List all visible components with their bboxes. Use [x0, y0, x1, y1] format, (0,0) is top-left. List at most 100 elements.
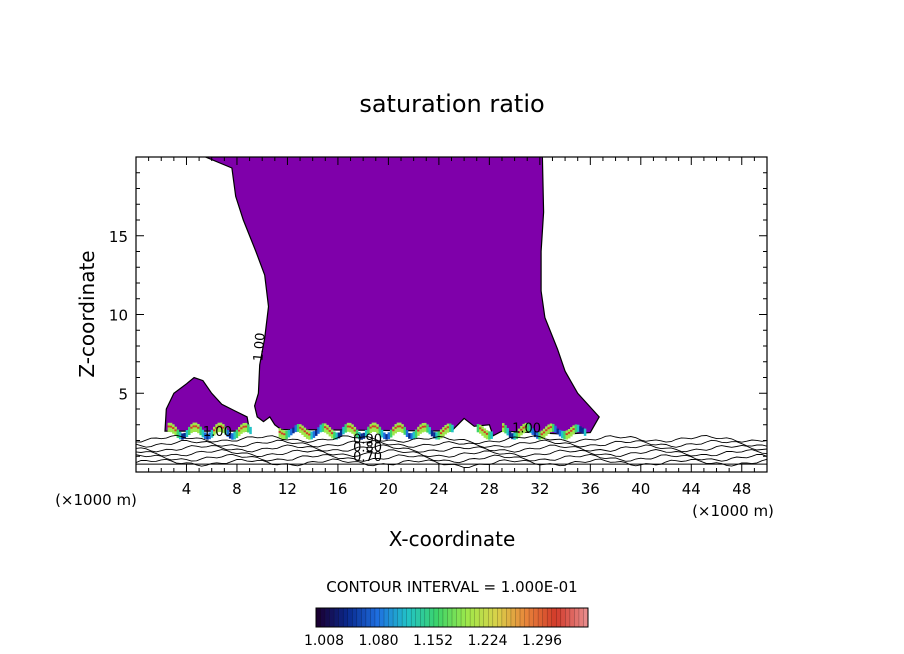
supersaturation-cell: [355, 429, 359, 438]
supersaturation-cell: [317, 427, 320, 434]
supersaturation-cell: [426, 424, 429, 433]
colorbar-frame: [315, 607, 589, 628]
supersaturation-peak: [520, 428, 523, 431]
contour-labels: 1.00 1.00 1.00 0.900.800.70: [203, 332, 541, 465]
supersaturation-peak: [219, 425, 223, 428]
colorbar-band: [325, 608, 330, 627]
supersaturation-cell: [515, 431, 519, 440]
x-tick-label: 20: [379, 480, 398, 498]
colorbar-band: [365, 608, 371, 627]
supersaturation-peak: [483, 431, 487, 434]
supersaturation-peak: [481, 429, 484, 432]
x-tick-label: 8: [232, 480, 242, 498]
colorbar-band: [388, 608, 394, 627]
supersaturation-cell: [337, 432, 341, 439]
supersaturation-peak: [190, 426, 193, 429]
supersaturation-peak: [547, 427, 550, 430]
colorbar-band: [547, 608, 553, 627]
colorbar-band: [578, 608, 584, 627]
supersaturation-peak: [545, 429, 548, 432]
colorbar-band: [334, 608, 339, 627]
supersaturation-cell: [378, 426, 382, 436]
x-tick-label: 48: [732, 480, 751, 498]
supersaturation-cell: [321, 423, 325, 432]
colorbar-band: [574, 608, 580, 627]
supersaturation-cell: [389, 429, 393, 438]
supersaturation-peak: [522, 426, 525, 429]
supersaturation-peak: [303, 430, 307, 433]
supersaturation-peak: [346, 425, 350, 428]
supersaturation-peak: [565, 433, 569, 436]
colorbar-band: [447, 608, 453, 627]
supersaturation-cell: [287, 429, 291, 438]
supersaturation-peak: [169, 425, 173, 428]
colorbar-bands: [315, 608, 589, 627]
supersaturation-cell: [533, 431, 537, 438]
colorbar-labels: 1.008 1.080 1.152 1.224 1.296: [304, 633, 562, 649]
supersaturation-peak: [328, 430, 332, 432]
supersaturation-peak: [374, 425, 377, 428]
supersaturation-cell: [383, 432, 386, 440]
colorbar-band: [497, 608, 503, 627]
supersaturation-cell: [444, 425, 447, 435]
colorbar-band: [515, 608, 521, 627]
supersaturation-cell: [428, 427, 431, 435]
supersaturation-cell: [579, 426, 582, 433]
supersaturation-cell: [405, 430, 409, 437]
supersaturation-cell: [242, 423, 245, 433]
contour-line: [136, 439, 767, 448]
colorbar-band: [438, 608, 444, 627]
contour-line: [136, 458, 767, 468]
y-tick-label: 15: [109, 228, 128, 246]
supersaturation-peak: [421, 425, 425, 428]
supersaturation-peak: [192, 425, 195, 428]
supersaturation-cell: [513, 432, 516, 440]
left-saturated-region: [164, 376, 251, 432]
supersaturation-peak: [540, 433, 544, 436]
colorbar-band: [565, 608, 571, 627]
colorbar-band: [361, 608, 367, 627]
supersaturation-cell: [556, 428, 559, 435]
supersaturation-cell: [506, 428, 509, 436]
supersaturation-cell: [451, 424, 454, 433]
supersaturation-cell: [231, 433, 234, 440]
colorbar-band: [406, 608, 412, 627]
supersaturation-cell: [403, 426, 406, 435]
colorbar-band: [402, 608, 407, 627]
x-unit-right: (×1000 m): [692, 502, 774, 520]
supersaturation-cell: [206, 434, 209, 440]
colorbar-band: [316, 608, 321, 627]
supersaturation-cell: [583, 428, 587, 436]
supersaturation-peak: [524, 425, 528, 428]
colorbar-band: [329, 608, 335, 627]
contour-label: 0.70: [353, 450, 382, 465]
x-tick-label: 12: [278, 480, 297, 498]
supersaturation-peak: [376, 426, 379, 429]
supersaturation-cell: [224, 426, 227, 435]
supersaturation-peak: [283, 433, 286, 436]
colorbar-band: [556, 608, 562, 627]
x-tick-label: 32: [530, 480, 549, 498]
supersaturation-peak: [446, 426, 450, 429]
supersaturation-cell: [217, 422, 220, 433]
colorbar-band: [474, 608, 480, 627]
supersaturation-peak: [542, 431, 546, 434]
colorbar-tick-label: 1.008: [304, 633, 344, 649]
supersaturation-cell: [558, 429, 562, 437]
colorbar-band: [560, 608, 566, 627]
supersaturation-peak: [299, 426, 302, 429]
y-axis-label: Z-coordinate: [75, 250, 99, 377]
supersaturation-peak: [330, 432, 334, 435]
supersaturation-cell: [335, 432, 338, 440]
colorbar-tick-label: 1.152: [413, 633, 453, 649]
supersaturation-cell: [305, 429, 309, 439]
contour-lines: [136, 434, 767, 468]
colorbar-band: [506, 608, 512, 627]
supersaturation-cell: [552, 423, 555, 432]
supersaturation-peak: [197, 426, 200, 429]
y-tick-label: 10: [109, 307, 128, 325]
contour-line: [136, 449, 767, 458]
contour-label: 1.00: [203, 425, 232, 440]
supersaturation-peak: [167, 425, 171, 428]
